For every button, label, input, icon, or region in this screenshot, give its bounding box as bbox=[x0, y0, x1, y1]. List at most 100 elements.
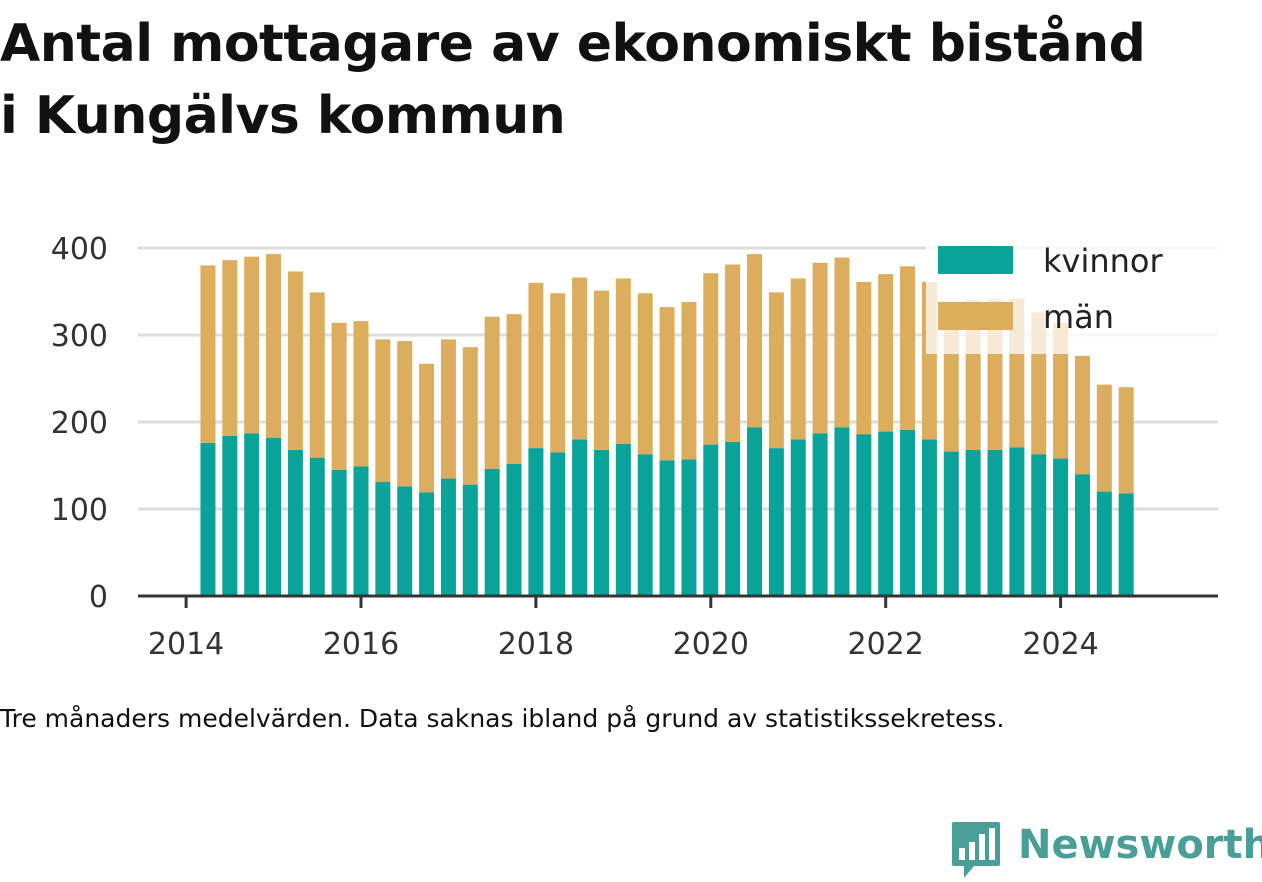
bar-kvinnor bbox=[440, 478, 456, 596]
bar-man bbox=[812, 262, 828, 434]
bar-kvinnor bbox=[287, 449, 303, 596]
legend: kvinnor män bbox=[926, 236, 1218, 354]
bar-kvinnor bbox=[244, 433, 260, 596]
bar-man bbox=[572, 277, 588, 440]
bar-kvinnor bbox=[703, 444, 719, 596]
bar-man bbox=[637, 293, 653, 455]
bar-man bbox=[856, 281, 872, 435]
bar-kvinnor bbox=[200, 442, 216, 596]
bar-man bbox=[353, 321, 369, 467]
chart-title-line-1: Antal mottagare av ekonomiskt bistånd bbox=[0, 14, 1146, 74]
bar-man bbox=[703, 273, 719, 445]
chart-caption: Tre månaders medelvärden. Data saknas ib… bbox=[0, 704, 1005, 733]
bar-kvinnor bbox=[309, 457, 325, 596]
bar-man bbox=[550, 293, 566, 453]
bar-man bbox=[462, 347, 478, 485]
bar-man bbox=[200, 265, 216, 443]
bar-kvinnor bbox=[1053, 458, 1069, 596]
bar-kvinnor bbox=[900, 429, 916, 596]
bar-kvinnor bbox=[681, 459, 697, 596]
legend-label-kvinnor: kvinnor bbox=[1043, 242, 1164, 280]
bar-man bbox=[397, 341, 413, 487]
bar-kvinnor bbox=[878, 431, 894, 596]
bar-kvinnor bbox=[921, 439, 937, 596]
bar-man bbox=[419, 363, 435, 493]
bar-kvinnor bbox=[1031, 454, 1047, 596]
bar-man bbox=[790, 278, 806, 440]
x-tick-label: 2014 bbox=[148, 627, 224, 662]
bar-kvinnor bbox=[987, 449, 1003, 596]
x-tick-label: 2016 bbox=[323, 627, 399, 662]
bar-man bbox=[593, 290, 609, 450]
bar-kvinnor bbox=[659, 460, 675, 596]
x-tick-label: 2024 bbox=[1022, 627, 1098, 662]
y-tick-label: 100 bbox=[51, 493, 108, 528]
bar-kvinnor bbox=[1096, 491, 1112, 596]
y-tick-label: 0 bbox=[89, 580, 108, 615]
bar-man bbox=[1118, 387, 1134, 494]
y-tick-label: 200 bbox=[51, 406, 108, 441]
legend-swatch-man bbox=[938, 302, 1013, 330]
bar-man bbox=[878, 274, 894, 432]
bar-kvinnor bbox=[331, 469, 347, 596]
bar-kvinnor bbox=[747, 427, 763, 596]
brand-name: Newsworthy bbox=[1018, 822, 1262, 868]
bar-kvinnor bbox=[266, 437, 282, 596]
bar-kvinnor bbox=[943, 451, 959, 596]
bar-man bbox=[834, 257, 850, 428]
bar-kvinnor bbox=[528, 448, 544, 596]
bar-man bbox=[615, 278, 631, 444]
bar-man bbox=[440, 339, 456, 479]
newsworthy-logo: Newsworthy bbox=[950, 818, 1262, 882]
bar-kvinnor bbox=[353, 466, 369, 596]
bar-kvinnor bbox=[965, 449, 981, 596]
bar-kvinnor bbox=[768, 448, 784, 596]
bar-kvinnor bbox=[375, 482, 391, 596]
axes: 0 100 200 300 400 2014 2016 2018 2020 2022 2024 bbox=[51, 232, 1218, 662]
bar-man bbox=[375, 339, 391, 483]
bar-man bbox=[266, 254, 282, 438]
y-tick-label: 300 bbox=[51, 319, 108, 354]
bar-kvinnor bbox=[222, 435, 238, 596]
bar-man bbox=[1053, 322, 1069, 459]
newsworthy-bars-icon bbox=[952, 822, 1000, 878]
stacked-bar-chart: 0 100 200 300 400 2014 2016 2018 2020 2022 2024 kv… bbox=[51, 232, 1218, 662]
x-tick-label: 2018 bbox=[498, 627, 574, 662]
y-tick-label: 400 bbox=[51, 232, 108, 267]
bar-kvinnor bbox=[812, 433, 828, 596]
legend-label-man: män bbox=[1043, 298, 1114, 336]
bar-man bbox=[1096, 384, 1112, 492]
chart-title-line-2: i Kungälvs kommun bbox=[0, 86, 566, 146]
chart-title: Antal mottagare av ekonomiskt bistånd i … bbox=[0, 8, 1262, 152]
bar-kvinnor bbox=[856, 434, 872, 596]
bar-man bbox=[222, 260, 238, 436]
bar-kvinnor bbox=[593, 449, 609, 596]
bar-kvinnor bbox=[419, 492, 435, 596]
bar-kvinnor bbox=[506, 463, 522, 596]
x-tick-label: 2022 bbox=[848, 627, 924, 662]
bar-man bbox=[768, 292, 784, 449]
bar-man bbox=[309, 292, 325, 458]
legend-swatch-kvinnor bbox=[938, 246, 1013, 274]
bar-man bbox=[900, 266, 916, 430]
bar-man bbox=[528, 282, 544, 449]
bar-kvinnor bbox=[834, 427, 850, 596]
bar-man bbox=[331, 322, 347, 470]
bar-kvinnor bbox=[397, 486, 413, 596]
bar-man bbox=[287, 271, 303, 450]
bar-kvinnor bbox=[1009, 447, 1025, 596]
bar-man bbox=[747, 254, 763, 428]
bar-kvinnor bbox=[484, 468, 500, 596]
bar-kvinnor bbox=[725, 442, 741, 596]
bar-kvinnor bbox=[790, 439, 806, 596]
bar-kvinnor bbox=[1074, 474, 1090, 596]
bar-man bbox=[506, 314, 522, 464]
bar-man bbox=[484, 316, 500, 469]
bar-kvinnor bbox=[462, 484, 478, 596]
bars bbox=[200, 254, 1134, 596]
bar-kvinnor bbox=[1118, 493, 1134, 596]
bar-man bbox=[659, 307, 675, 461]
x-tick-label: 2020 bbox=[673, 627, 749, 662]
bar-kvinnor bbox=[637, 454, 653, 596]
bar-man bbox=[725, 264, 741, 443]
